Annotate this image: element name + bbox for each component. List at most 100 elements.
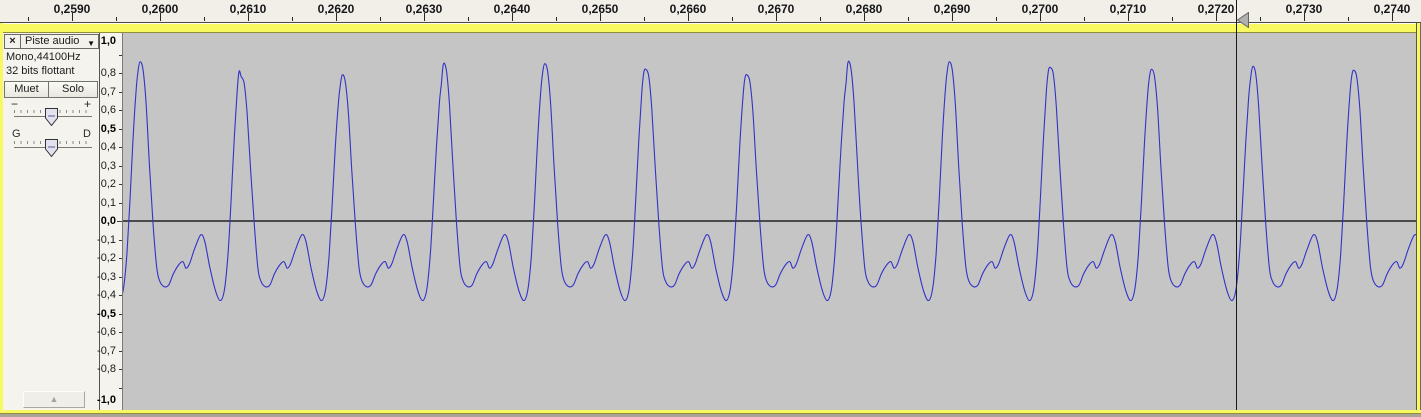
collapse-track-button[interactable]: ▲ — [23, 391, 85, 408]
ruler-label: -0,6 — [97, 326, 116, 338]
timeline-minor-tick — [292, 17, 293, 21]
timeline-label: 0,2730 — [1285, 2, 1323, 16]
pan-left-label: G — [12, 128, 21, 140]
ruler-label: -0,2 — [97, 252, 116, 264]
vertical-ruler[interactable]: 1,0 0,8 0,7 0,6 0,5 0,4 0,3 0,2 0,1 0,0 -0,1 -0,2 -0… — [97, 33, 123, 410]
track-sample-format-label: 32 bits flottant — [6, 65, 75, 77]
timeline-major-tick — [336, 13, 337, 21]
timeline-label: 0,2640 — [493, 2, 531, 16]
ruler-label: 1,0 — [100, 35, 116, 47]
collapse-track-icon: ▲ — [49, 394, 59, 404]
timeline-label: 0,2660 — [669, 2, 707, 16]
ruler-tick — [119, 110, 122, 111]
ruler-tick — [117, 221, 122, 222]
pan-slider-thumb[interactable] — [45, 139, 58, 157]
timeline-label: 0,2620 — [317, 2, 355, 16]
waveform-path — [123, 60, 1416, 302]
selection-border-left — [0, 23, 3, 414]
timeline-major-tick — [1040, 13, 1041, 21]
timeline-major-tick — [72, 13, 73, 21]
timeline-ruler[interactable]: 0,2590 0,2600 0,2610 0,2620 0,2630 0,2640 0,26… — [0, 0, 1421, 23]
ruler-tick — [119, 277, 122, 278]
timeline-major-tick — [248, 13, 249, 21]
timeline-minor-tick — [556, 17, 557, 21]
ruler-label: -0,5 — [97, 307, 116, 320]
timeline-major-tick — [1304, 13, 1305, 21]
timeline-major-tick — [864, 13, 865, 21]
ruler-label: -0,4 — [97, 289, 116, 301]
ruler-label: 0,8 — [100, 67, 116, 79]
timeline-minor-tick — [28, 17, 29, 21]
timeline-major-tick — [1392, 13, 1393, 21]
timeline-minor-tick — [380, 17, 381, 21]
ruler-label: -0,7 — [97, 344, 116, 357]
ruler-label: 0,1 — [100, 196, 116, 209]
ruler-label: 0,5 — [100, 122, 116, 135]
playhead-handle-icon[interactable] — [1237, 12, 1249, 28]
ruler-tick — [119, 314, 122, 315]
waveform-svg — [123, 60, 1416, 302]
timeline-major-tick — [512, 13, 513, 21]
ruler-label: -0,8 — [97, 363, 116, 375]
timeline-minor-tick — [908, 17, 909, 21]
timeline-label: 0,2710 — [1109, 2, 1147, 16]
track-menu-arrow-icon: ▼ — [87, 39, 95, 48]
ruler-label: -1,0 — [97, 394, 116, 406]
close-track-button[interactable]: × — [4, 34, 21, 49]
timeline-label: 0,2700 — [1021, 2, 1059, 16]
ruler-label: 0,2 — [100, 178, 116, 190]
timeline-label: 0,2720 — [1197, 2, 1235, 16]
timeline-major-tick — [1216, 13, 1217, 21]
ruler-label: 0,4 — [100, 141, 116, 153]
ruler-tick — [119, 203, 122, 204]
track-title-label: Piste audio — [25, 35, 80, 47]
ruler-tick — [119, 147, 122, 148]
ruler-tick — [119, 184, 122, 185]
gain-slider-thumb[interactable] — [45, 108, 58, 126]
ruler-tick — [119, 92, 122, 93]
timeline-minor-tick — [204, 17, 205, 21]
ruler-tick — [119, 240, 122, 241]
ruler-label: 0,7 — [100, 85, 116, 98]
solo-button[interactable]: Solo — [48, 81, 98, 98]
timeline-minor-tick — [1172, 17, 1173, 21]
timeline-major-tick — [1128, 13, 1129, 21]
ruler-tick — [119, 55, 122, 56]
timeline-label: 0,2600 — [141, 2, 179, 16]
ruler-label: -0,3 — [97, 270, 116, 283]
waveform-area[interactable] — [123, 33, 1416, 410]
timeline-minor-tick — [116, 17, 117, 21]
track-format-rate-label: Mono,44100Hz — [6, 51, 81, 63]
ruler-tick — [119, 369, 122, 370]
ruler-label: 0,6 — [100, 104, 116, 116]
timeline-minor-tick — [820, 17, 821, 21]
timeline-minor-tick — [1260, 17, 1261, 21]
mute-button[interactable]: Muet — [4, 81, 49, 98]
timeline-major-tick — [160, 13, 161, 21]
timeline-label: 0,2670 — [757, 2, 795, 16]
ruler-tick — [119, 351, 122, 352]
timeline-label: 0,2590 — [53, 2, 91, 16]
timeline-minor-tick — [644, 17, 645, 21]
timeline-label: 0,2610 — [229, 2, 267, 16]
timeline-major-tick — [688, 13, 689, 21]
gain-minus-label: − — [11, 97, 19, 111]
pan-right-label: D — [83, 128, 91, 140]
ruler-tick — [119, 166, 122, 167]
timeline-minor-tick — [1084, 17, 1085, 21]
timeline-major-tick — [424, 13, 425, 21]
timeline-major-tick — [776, 13, 777, 21]
timeline-label: 0,2630 — [405, 2, 443, 16]
cursor-line — [1236, 0, 1237, 410]
timeline-minor-tick — [996, 17, 997, 21]
timeline-minor-tick — [1348, 17, 1349, 21]
ruler-tick — [119, 129, 122, 130]
timeline-label: 0,2740 — [1373, 2, 1411, 16]
ruler-tick — [119, 258, 122, 259]
ruler-label: 0,0 — [100, 215, 116, 227]
track-title-dropdown[interactable]: Piste audio ▼ — [20, 34, 99, 49]
ruler-tick — [119, 73, 122, 74]
ruler-tick — [119, 295, 122, 296]
track-control-panel: × Piste audio ▼ Mono,44100Hz 32 bits flo… — [3, 33, 100, 410]
